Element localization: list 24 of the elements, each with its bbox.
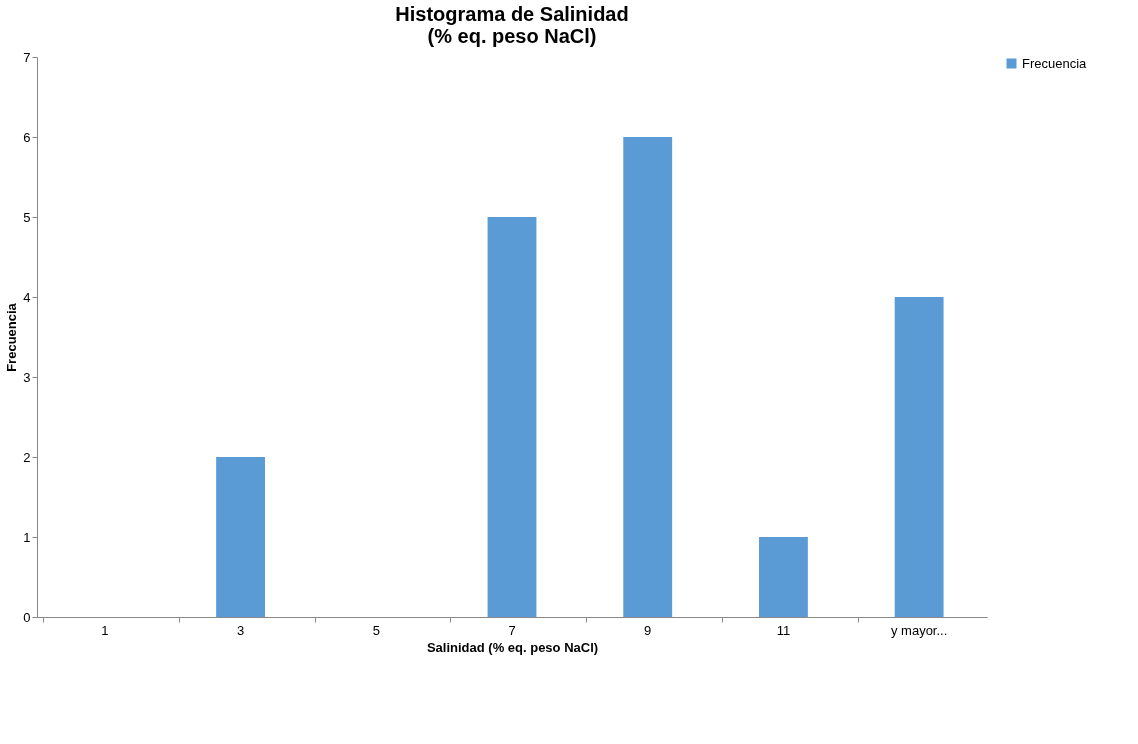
- y-axis-title: Frecuencia: [4, 302, 20, 372]
- bar: [623, 137, 673, 617]
- legend-label: Frecuencia: [1022, 55, 1088, 71]
- y-tick-label: 6: [23, 129, 31, 145]
- bar: [216, 457, 265, 617]
- y-tick-label: 3: [23, 369, 31, 385]
- x-tick-label: 5: [372, 622, 380, 638]
- x-tick-label: y mayor...: [890, 622, 948, 638]
- x-tick-label: 9: [644, 622, 652, 638]
- y-tick-label: 1: [23, 529, 31, 545]
- x-tick-label: 1: [101, 622, 109, 638]
- x-tick-label: 11: [776, 622, 791, 638]
- bar: [759, 537, 808, 617]
- y-tick-label: 4: [23, 289, 31, 305]
- x-tick-label: 3: [236, 622, 245, 638]
- bar: [487, 217, 537, 617]
- bar: [894, 297, 944, 617]
- x-axis-title: Salinidad (% eq. peso NaCl): [426, 639, 599, 655]
- y-tick-label: 0: [23, 609, 31, 625]
- chart-title: Histograma de Salinidad (% eq. peso NaCl): [395, 3, 629, 47]
- x-tick-label: 7: [508, 622, 516, 638]
- y-tick-label: 5: [23, 209, 31, 225]
- y-tick-label: 2: [23, 449, 31, 465]
- y-tick-label: 7: [23, 49, 31, 65]
